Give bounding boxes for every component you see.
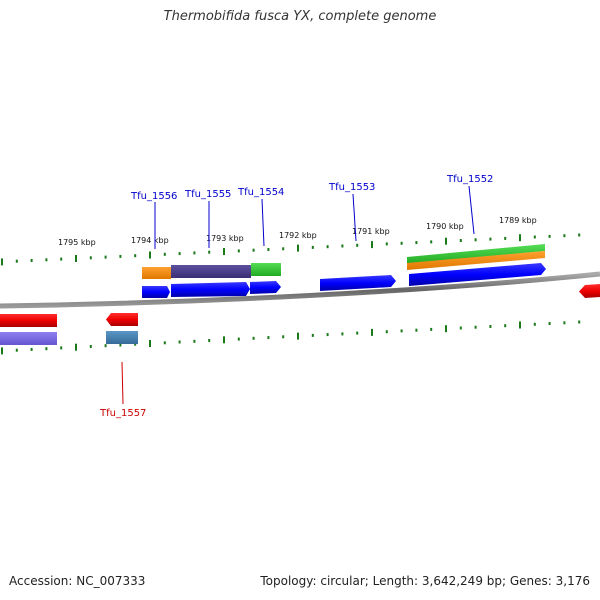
genome-backbone [0,271,600,309]
gene-arrow-tfu-1557[interactable] [106,313,138,326]
purple-feature[interactable] [171,265,251,278]
map-title: Thermobifida fusca YX, complete genome [163,9,437,24]
feature-band-lower [0,331,138,345]
gene-label-tfu-1557[interactable]: Tfu_1557 [99,408,146,419]
gene-labels: Tfu_1556 Tfu_1555 Tfu_1554 Tfu_1553 Tfu_… [99,174,493,419]
leader-line-tfu-1557 [121,361,124,405]
scale-label-1794: 1794 kbp [131,236,169,245]
scale-labels: 1795 kbp 1794 kbp 1793 kbp 1792 kbp 1791… [58,216,537,247]
orange-feature-long[interactable] [407,251,545,270]
green-feature[interactable] [251,263,281,276]
leader-line-tfu-1554 [261,198,265,247]
scale-label-1790: 1790 kbp [426,222,464,231]
gene-label-tfu-1556[interactable]: Tfu_1556 [130,191,177,202]
leader-line-tfu-1552 [468,185,475,235]
scale-ticks-bottom [1,320,581,355]
green-feature-long[interactable] [407,244,545,264]
gene-arrow-tfu-1555[interactable] [171,282,250,297]
orange-feature[interactable] [142,267,171,279]
scale-label-1792: 1792 kbp [279,231,317,240]
scale-ticks-top [1,233,581,266]
gene-arrow-tfu-1556[interactable] [142,286,170,298]
gene-label-tfu-1554[interactable]: Tfu_1554 [237,187,284,198]
topology-summary: Topology: circular; Length: 3,642,249 bp… [260,574,590,588]
gene-arrow-tfu-1554[interactable] [250,281,281,294]
scale-label-1795: 1795 kbp [58,238,96,247]
gene-arrow-right-edge[interactable] [579,284,600,298]
gene-leader-lines [121,185,475,405]
scale-label-1789: 1789 kbp [499,216,537,225]
accession-label: Accession: NC_007333 [9,574,146,588]
gene-label-tfu-1553[interactable]: Tfu_1553 [328,182,375,193]
forward-strand-genes [142,263,546,298]
gene-label-tfu-1552[interactable]: Tfu_1552 [446,174,493,185]
scale-label-1793: 1793 kbp [206,234,244,243]
steelblue-feature[interactable] [106,331,138,344]
reverse-strand-genes [0,284,600,327]
scale-label-1791: 1791 kbp [352,227,390,236]
gene-arrow-tfu-1552[interactable] [409,263,546,286]
lavender-feature[interactable] [0,332,57,345]
gene-arrow-tfu-1553[interactable] [320,275,396,291]
gene-arrow-left-edge[interactable] [0,314,57,327]
gene-label-tfu-1555[interactable]: Tfu_1555 [184,189,231,200]
feature-band-upper [142,244,545,279]
leader-line-tfu-1553 [352,193,357,242]
